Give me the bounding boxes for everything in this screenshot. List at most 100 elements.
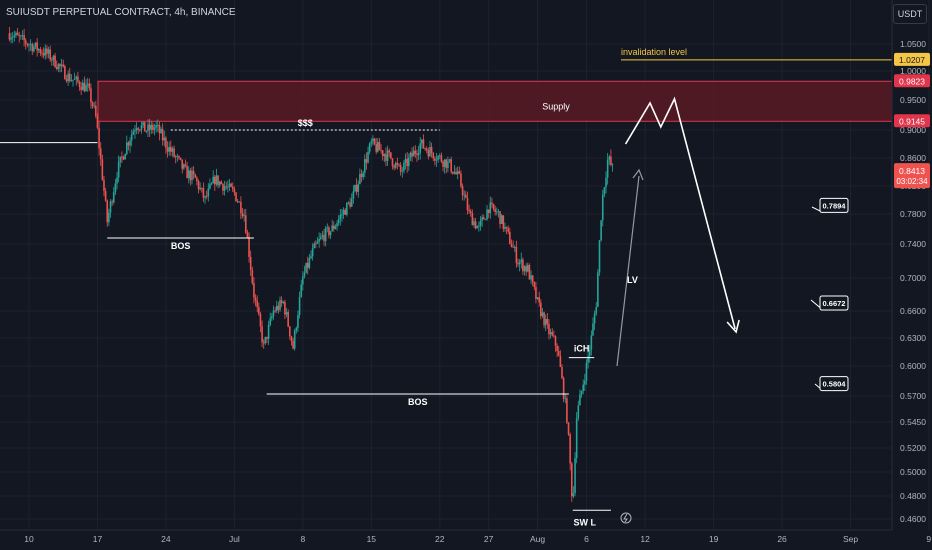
candle-body [336, 223, 338, 227]
candle-body [130, 134, 133, 141]
candle-body [21, 35, 24, 36]
time-tick-label: 8 [300, 534, 305, 544]
candle-body [329, 231, 332, 236]
candle-body [505, 226, 508, 229]
candle-body [359, 173, 361, 185]
candle-body [531, 275, 534, 283]
candle-body [96, 116, 99, 128]
candle-body [196, 177, 198, 182]
candle-body [355, 184, 358, 192]
candle-body [323, 234, 325, 242]
candle-body [362, 172, 364, 177]
candle-body [574, 458, 576, 494]
candle-body [171, 148, 174, 152]
candle-body [424, 148, 426, 149]
candle-body [399, 164, 402, 172]
candle-body [42, 53, 45, 56]
candle-body [357, 184, 360, 192]
candle-body [95, 105, 97, 117]
candle-body [445, 159, 448, 169]
candle-body [551, 332, 554, 336]
candle-body [466, 198, 469, 211]
candle-body [414, 150, 417, 154]
candle-body [290, 336, 293, 342]
candle-body [564, 398, 567, 400]
time-tick-label: 19 [709, 534, 719, 544]
candle-body [223, 186, 226, 191]
candle-body [341, 214, 343, 216]
time-tick-label: 17 [93, 534, 103, 544]
candle-body [15, 32, 17, 36]
candle-body [572, 493, 575, 497]
candle-body [60, 64, 63, 67]
candle-body [319, 236, 322, 239]
candle-body [561, 367, 563, 379]
candle-body [471, 213, 474, 226]
target-label: 0.5804 [823, 380, 847, 389]
candle-body [214, 176, 216, 185]
candle-body [373, 138, 376, 145]
candle-body [230, 183, 232, 187]
candle-body [68, 73, 71, 82]
candle-body [64, 66, 66, 80]
candle-body [421, 139, 423, 144]
candle-body [135, 128, 138, 131]
candle-body [156, 124, 159, 126]
candle-body [608, 156, 611, 160]
candle-body [80, 87, 82, 91]
candle-body [266, 336, 268, 339]
candle-body [567, 422, 570, 435]
candle-body [342, 209, 345, 215]
candle-body [10, 37, 12, 40]
candle-body [595, 306, 598, 314]
candle-body [20, 35, 22, 37]
candle-body [280, 300, 283, 303]
candle-body [422, 139, 425, 149]
candle-body [218, 181, 221, 186]
candle-body [194, 174, 197, 178]
candle-body [337, 218, 340, 224]
candle-body [525, 266, 527, 272]
candle-body [504, 226, 506, 229]
candle-body [492, 203, 495, 210]
price-tick-label: 0.6000 [900, 361, 926, 371]
candle-body [562, 378, 565, 399]
candle-body [55, 67, 58, 69]
candle-body [601, 194, 604, 221]
candle-body [507, 228, 510, 232]
candle-body [67, 73, 69, 82]
target-label: 0.6672 [823, 299, 846, 308]
candle-body [181, 159, 184, 169]
candle-body [306, 262, 309, 268]
candle-body [513, 246, 516, 248]
candle-body [365, 159, 368, 163]
candle-body [18, 35, 21, 37]
candle-body [202, 187, 205, 198]
candle-body [39, 49, 42, 53]
currency-button[interactable]: USDT [893, 4, 927, 24]
candle-body [220, 181, 223, 184]
projection-arrow-head [726, 319, 740, 334]
time-tick-label: 9 [926, 534, 931, 544]
candle-body [447, 161, 449, 169]
candle-body [168, 146, 170, 152]
candle-body [59, 64, 61, 67]
candle-body [235, 192, 237, 202]
candle-body [468, 210, 470, 212]
price-tick-label: 0.5700 [900, 391, 926, 401]
candle-body [549, 332, 552, 335]
candle-body [108, 212, 110, 223]
candle-body [517, 263, 519, 265]
price-tick-label: 0.6300 [900, 333, 926, 343]
candle-body [391, 158, 394, 166]
candle-body [416, 153, 418, 155]
candle-body [191, 170, 193, 181]
candle-body [176, 156, 179, 157]
price-tick-label: 0.5000 [900, 467, 926, 477]
candle-body [528, 264, 531, 280]
candle-body [217, 175, 219, 186]
candle-body [412, 150, 415, 157]
candle-body [104, 191, 107, 201]
candle-body [588, 349, 591, 357]
